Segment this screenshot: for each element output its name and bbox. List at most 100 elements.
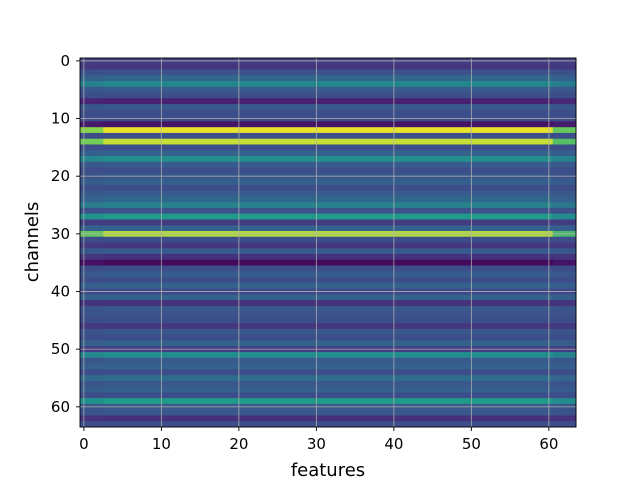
heatmap-cell — [103, 236, 554, 243]
heatmap-cell — [103, 138, 554, 145]
y-axis-label: channels — [22, 202, 43, 283]
heatmap-cell — [552, 300, 577, 307]
heatmap-cell — [80, 92, 104, 99]
heatmap-cell — [552, 277, 577, 284]
heatmap-cell — [80, 265, 104, 272]
heatmap-cell — [103, 127, 554, 134]
heatmap-cell — [552, 352, 577, 359]
heatmap-cell — [80, 305, 104, 313]
heatmap-cell — [552, 254, 577, 261]
heatmap-cell — [552, 196, 577, 203]
heatmap-cell — [103, 202, 554, 209]
heatmap-cell — [103, 277, 554, 284]
heatmap-cell — [80, 300, 104, 307]
heatmap-cell — [103, 213, 554, 220]
heatmap-cell — [552, 161, 577, 168]
heatmap-cell — [80, 184, 104, 192]
y-tick-label: 0 — [60, 52, 70, 70]
heatmap-cell — [80, 167, 104, 174]
heatmap-cell — [80, 294, 104, 301]
heatmap-cell — [552, 282, 577, 290]
heatmap-cell — [552, 184, 577, 192]
heatmap-cell — [80, 375, 104, 382]
heatmap-cell — [103, 248, 554, 255]
heatmap-cell — [80, 86, 104, 93]
heatmap-cell — [80, 144, 104, 151]
heatmap-cell — [80, 317, 104, 324]
heatmap-cell — [80, 109, 104, 117]
heatmap-cell — [80, 213, 104, 220]
heatmap-cell — [80, 63, 104, 70]
heatmap-cell — [552, 259, 577, 266]
heatmap-cell — [552, 305, 577, 313]
heatmap-cell — [103, 334, 554, 341]
heatmap-cell — [103, 317, 554, 324]
y-tick-label: 60 — [51, 398, 70, 416]
heatmap-cell — [80, 207, 104, 215]
heatmap-cell — [80, 398, 104, 405]
heatmap-cell — [103, 242, 554, 249]
heatmap-cell — [552, 357, 577, 364]
heatmap-cell — [80, 219, 104, 226]
heatmap-cell — [552, 265, 577, 272]
heatmap-cell — [552, 144, 577, 151]
heatmap-cell — [103, 323, 554, 330]
heatmap-cell — [552, 63, 577, 70]
heatmap-cell — [103, 179, 554, 186]
heatmap-cell — [552, 334, 577, 341]
x-axis-ticks: 0 10 20 30 40 50 60 — [79, 427, 558, 453]
heatmap-cell — [80, 254, 104, 261]
heatmap-cell — [80, 392, 104, 399]
heatmap-cell — [552, 202, 577, 209]
y-tick-label: 20 — [51, 167, 70, 185]
heatmap-cell — [103, 305, 554, 313]
heatmap-cell — [80, 334, 104, 341]
heatmap-cell — [552, 132, 577, 140]
heatmap-cell — [80, 69, 104, 76]
y-tick-label: 10 — [51, 110, 70, 128]
heatmap-cell — [103, 132, 554, 140]
heatmap-cell — [80, 323, 104, 330]
x-tick-label: 0 — [79, 435, 89, 453]
heatmap-cell — [80, 369, 104, 376]
heatmap-cell — [80, 196, 104, 203]
heatmap-cell — [552, 190, 577, 197]
heatmap-cell — [80, 121, 104, 128]
heatmap-cell — [552, 248, 577, 255]
heatmap-cell — [552, 156, 577, 163]
heatmap-cell — [103, 161, 554, 168]
heatmap-cell — [552, 421, 577, 428]
x-tick-label: 60 — [539, 435, 558, 453]
heatmap-cell — [103, 328, 554, 336]
heatmap-cell — [80, 340, 104, 347]
heatmap-cell — [103, 86, 554, 93]
heatmap-cell — [80, 98, 104, 105]
heatmap-cell — [103, 92, 554, 99]
heatmap-cell — [103, 392, 554, 399]
heatmap-cell — [80, 380, 104, 388]
y-tick-label: 40 — [51, 283, 70, 301]
heatmap-cell — [103, 98, 554, 105]
heatmap-cell — [80, 156, 104, 163]
heatmap-cell — [552, 138, 577, 145]
heatmap-cell — [552, 369, 577, 376]
heatmap-cell — [103, 156, 554, 163]
y-tick-label: 30 — [51, 225, 70, 243]
heatmap-cell — [103, 207, 554, 215]
y-tick-label: 50 — [51, 340, 70, 358]
heatmap-cell — [552, 328, 577, 336]
heatmap-cell — [80, 248, 104, 255]
heatmap-cell — [552, 380, 577, 388]
heatmap-cell — [103, 415, 554, 422]
heatmap-cell — [552, 69, 577, 76]
heatmap-cell — [552, 294, 577, 301]
heatmap-cell — [552, 127, 577, 134]
heatmap-cell — [80, 259, 104, 266]
heatmap-cell — [80, 161, 104, 168]
heatmap-cell — [80, 75, 104, 82]
heatmap-cell — [103, 357, 554, 364]
heatmap-cell — [552, 225, 577, 232]
heatmap-cell — [103, 225, 554, 232]
